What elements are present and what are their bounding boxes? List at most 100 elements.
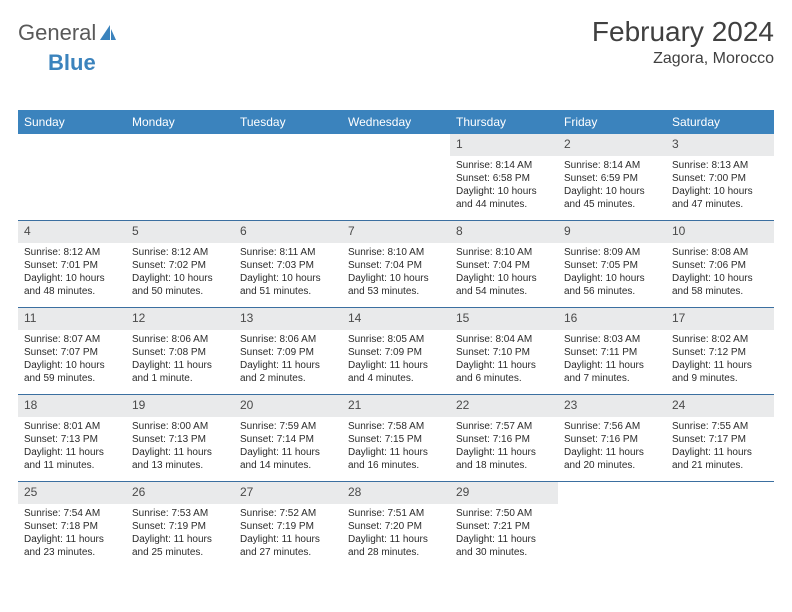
calendar-day-cell: 9Sunrise: 8:09 AMSunset: 7:05 PMDaylight… xyxy=(558,221,666,307)
daylight-text: Daylight: 11 hours and 30 minutes. xyxy=(450,533,558,559)
day-number: 16 xyxy=(558,308,666,330)
daylight-text: Daylight: 10 hours and 50 minutes. xyxy=(126,272,234,298)
calendar-day-cell xyxy=(18,134,126,220)
calendar-day-cell xyxy=(558,482,666,568)
sunset-text: Sunset: 7:01 PM xyxy=(18,259,126,272)
day-number: 28 xyxy=(342,482,450,504)
daylight-text: Daylight: 11 hours and 20 minutes. xyxy=(558,446,666,472)
calendar-day-cell: 12Sunrise: 8:06 AMSunset: 7:08 PMDayligh… xyxy=(126,308,234,394)
day-number: 19 xyxy=(126,395,234,417)
calendar-day-cell xyxy=(126,134,234,220)
sunrise-text: Sunrise: 8:00 AM xyxy=(126,420,234,433)
sunrise-text: Sunrise: 8:06 AM xyxy=(126,333,234,346)
logo-text-general: General xyxy=(18,20,96,46)
sunset-text: Sunset: 7:20 PM xyxy=(342,520,450,533)
calendar-day-cell: 26 Sunrise: 7:53 AMSunset: 7:19 PMDayligh… xyxy=(126,482,234,568)
day-number: 11 xyxy=(18,308,126,330)
sunrise-text: Sunrise: 8:02 AM xyxy=(666,333,774,346)
sunset-text: Sunset: 7:04 PM xyxy=(450,259,558,272)
calendar-day-cell: 27Sunrise: 7:52 AMSunset: 7:19 PMDayligh… xyxy=(234,482,342,568)
daylight-text: Daylight: 10 hours and 48 minutes. xyxy=(18,272,126,298)
sunset-text: Sunset: 7:13 PM xyxy=(18,433,126,446)
sunrise-text: Sunrise: 8:11 AM xyxy=(234,246,342,259)
day-number: 7 xyxy=(342,221,450,243)
calendar-day-cell: 2Sunrise: 8:14 AMSunset: 6:59 PMDaylight… xyxy=(558,134,666,220)
day-header: Saturday xyxy=(666,110,774,134)
sunset-text: Sunset: 7:19 PM xyxy=(126,520,234,533)
calendar-day-cell: 8Sunrise: 8:10 AMSunset: 7:04 PMDaylight… xyxy=(450,221,558,307)
day-number: 18 xyxy=(18,395,126,417)
sunrise-text: Sunrise: 7:59 AM xyxy=(234,420,342,433)
day-number: 17 xyxy=(666,308,774,330)
daylight-text: Daylight: 11 hours and 18 minutes. xyxy=(450,446,558,472)
sunrise-text: Sunrise: 8:10 AM xyxy=(450,246,558,259)
calendar-week-row: 18Sunrise: 8:01 AMSunset: 7:13 PMDayligh… xyxy=(18,395,774,482)
calendar-day-cell: 18 Sunrise: 8:01 AMSunset: 7:13 PMDayligh… xyxy=(18,395,126,481)
calendar-day-cell: 17Sunrise: 8:02 AMSunset: 7:12 PMDayligh… xyxy=(666,308,774,394)
daylight-text: Daylight: 11 hours and 11 minutes. xyxy=(18,446,126,472)
calendar-day-cell: 1 Sunrise: 8:14 AMSunset: 6:58 PMDaylight… xyxy=(450,134,558,220)
calendar-week-row: 4Sunrise: 8:12 AMSunset: 7:01 PMDaylight… xyxy=(18,221,774,308)
sunrise-text: Sunrise: 8:05 AM xyxy=(342,333,450,346)
page-title: February 2024 xyxy=(592,16,774,48)
day-number: 24 xyxy=(666,395,774,417)
sunrise-text: Sunrise: 8:04 AM xyxy=(450,333,558,346)
sunset-text: Sunset: 7:15 PM xyxy=(342,433,450,446)
calendar-day-cell: 28Sunrise: 7:51 AMSunset: 7:20 PMDayligh… xyxy=(342,482,450,568)
day-number: 3 xyxy=(666,134,774,156)
daylight-text: Daylight: 10 hours and 58 minutes. xyxy=(666,272,774,298)
calendar-day-cell: 16Sunrise: 8:03 AMSunset: 7:11 PMDayligh… xyxy=(558,308,666,394)
calendar-day-cell: 4Sunrise: 8:12 AMSunset: 7:01 PMDaylight… xyxy=(18,221,126,307)
day-number: 23 xyxy=(558,395,666,417)
daylight-text: Daylight: 11 hours and 4 minutes. xyxy=(342,359,450,385)
calendar-day-cell xyxy=(666,482,774,568)
sunrise-text: Sunrise: 8:14 AM xyxy=(558,159,666,172)
sunset-text: Sunset: 7:03 PM xyxy=(234,259,342,272)
day-number: 27 xyxy=(234,482,342,504)
calendar-day-cell xyxy=(234,134,342,220)
sunrise-text: Sunrise: 8:09 AM xyxy=(558,246,666,259)
calendar-day-cell: 11Sunrise: 8:07 AMSunset: 7:07 PMDayligh… xyxy=(18,308,126,394)
calendar-day-cell: 6Sunrise: 8:11 AMSunset: 7:03 PMDaylight… xyxy=(234,221,342,307)
sunrise-text: Sunrise: 8:14 AM xyxy=(450,159,558,172)
calendar-day-cell: 19Sunrise: 8:00 AMSunset: 7:13 PMDayligh… xyxy=(126,395,234,481)
sunset-text: Sunset: 7:19 PM xyxy=(234,520,342,533)
sunset-text: Sunset: 7:07 PM xyxy=(18,346,126,359)
calendar-header-row: SundayMondayTuesdayWednesdayThursdayFrid… xyxy=(18,110,774,134)
sunset-text: Sunset: 7:21 PM xyxy=(450,520,558,533)
daylight-text: Daylight: 11 hours and 21 minutes. xyxy=(666,446,774,472)
day-number: 26 xyxy=(126,482,234,504)
calendar-week-row: 1Sunrise: 8:14 AMSunset: 6:58 PMDaylight… xyxy=(18,134,774,221)
sunset-text: Sunset: 7:14 PM xyxy=(234,433,342,446)
sunset-text: Sunset: 7:13 PM xyxy=(126,433,234,446)
day-number: 13 xyxy=(234,308,342,330)
daylight-text: Daylight: 11 hours and 25 minutes. xyxy=(126,533,234,559)
calendar-day-cell: 22Sunrise: 7:57 AMSunset: 7:16 PMDayligh… xyxy=(450,395,558,481)
day-number: 1 xyxy=(450,134,558,156)
daylight-text: Daylight: 10 hours and 51 minutes. xyxy=(234,272,342,298)
sunset-text: Sunset: 7:09 PM xyxy=(234,346,342,359)
sunrise-text: Sunrise: 7:54 AM xyxy=(18,507,126,520)
day-header: Wednesday xyxy=(342,110,450,134)
calendar-day-cell: 13Sunrise: 8:06 AMSunset: 7:09 PMDayligh… xyxy=(234,308,342,394)
day-number: 5 xyxy=(126,221,234,243)
sunset-text: Sunset: 6:58 PM xyxy=(450,172,558,185)
daylight-text: Daylight: 10 hours and 44 minutes. xyxy=(450,185,558,211)
day-header: Friday xyxy=(558,110,666,134)
calendar-day-cell: 20Sunrise: 7:59 AMSunset: 7:14 PMDayligh… xyxy=(234,395,342,481)
calendar-day-cell: 23Sunrise: 7:56 AMSunset: 7:16 PMDayligh… xyxy=(558,395,666,481)
sunrise-text: Sunrise: 7:58 AM xyxy=(342,420,450,433)
sunrise-text: Sunrise: 7:55 AM xyxy=(666,420,774,433)
day-number: 10 xyxy=(666,221,774,243)
logo-text-blue: Blue xyxy=(48,50,96,75)
daylight-text: Daylight: 11 hours and 2 minutes. xyxy=(234,359,342,385)
day-number: 2 xyxy=(558,134,666,156)
logo-sail-icon xyxy=(98,23,118,43)
sunrise-text: Sunrise: 7:53 AM xyxy=(126,507,234,520)
daylight-text: Daylight: 11 hours and 6 minutes. xyxy=(450,359,558,385)
sunset-text: Sunset: 7:02 PM xyxy=(126,259,234,272)
daylight-text: Daylight: 10 hours and 56 minutes. xyxy=(558,272,666,298)
daylight-text: Daylight: 11 hours and 23 minutes. xyxy=(18,533,126,559)
daylight-text: Daylight: 11 hours and 14 minutes. xyxy=(234,446,342,472)
sunrise-text: Sunrise: 8:01 AM xyxy=(18,420,126,433)
